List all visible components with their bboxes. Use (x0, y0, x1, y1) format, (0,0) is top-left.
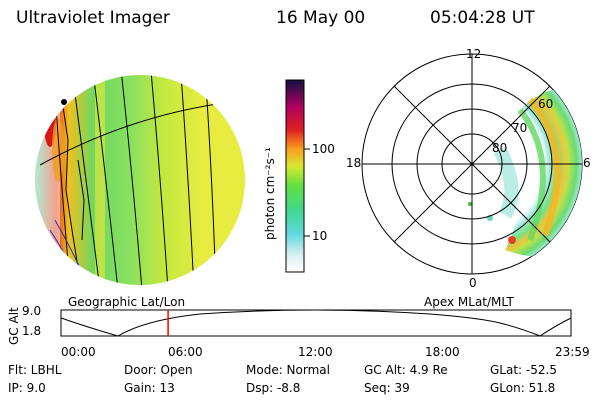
timeline-xtick: 23:59 (555, 345, 590, 359)
mlt-label-18: 18 (346, 156, 362, 170)
info-glat: GLat: -52.5 (490, 363, 557, 377)
date-label: 16 May 00 (276, 8, 366, 28)
geographic-caption: Geographic Lat/Lon (68, 295, 186, 309)
info-seq: Seq: 39 (364, 381, 410, 395)
lat-label-60: 60 (538, 97, 554, 111)
time-label: 05:04:28 UT (430, 8, 535, 28)
mlt-label-0: 0 (469, 276, 477, 290)
info-dsp: Dsp: -8.8 (246, 381, 301, 395)
colorbar-tick-100: 100 (312, 142, 335, 156)
apex-caption: Apex MLat/MLT (424, 295, 514, 309)
geographic-image (35, 75, 245, 285)
timeline-frame (60, 309, 572, 337)
info-door: Door: Open (124, 363, 193, 377)
timeline-ytick-high: 9.0 (22, 304, 42, 318)
mlt-label-6: 6 (583, 156, 591, 170)
colorbar-scale (285, 79, 305, 273)
polar-image (361, 53, 583, 275)
timeline-xtick: 00:00 (61, 345, 96, 359)
info-gc-alt: GC Alt: 4.9 Re (364, 363, 448, 377)
timeline-xtick: 18:00 (425, 345, 460, 359)
colorbar (285, 79, 310, 273)
earth-disk (35, 75, 245, 285)
info-filter: Flt: LBHL (8, 363, 62, 377)
mlt-label-12: 12 (466, 47, 482, 61)
timeline-ytick-low: 1.8 (22, 324, 42, 338)
colorbar-tick-10: 10 (312, 229, 328, 243)
colorbar-unit: photon cm⁻²s⁻¹ (263, 147, 277, 240)
timeline-axis-label: GC Alt (7, 307, 21, 345)
altitude-curve (60, 309, 572, 337)
altitude-timeline (60, 309, 572, 337)
app-title: Ultraviolet Imager (16, 8, 170, 28)
lat-label-80: 80 (492, 141, 508, 155)
info-glon: GLon: 51.8 (490, 381, 556, 395)
info-mode: Mode: Normal (246, 363, 330, 377)
timeline-xtick: 12:00 (298, 345, 333, 359)
info-gain: Gain: 13 (124, 381, 175, 395)
lat-label-70: 70 (512, 121, 528, 135)
info-ip: IP: 9.0 (8, 381, 46, 395)
timeline-xtick: 06:00 (168, 345, 203, 359)
